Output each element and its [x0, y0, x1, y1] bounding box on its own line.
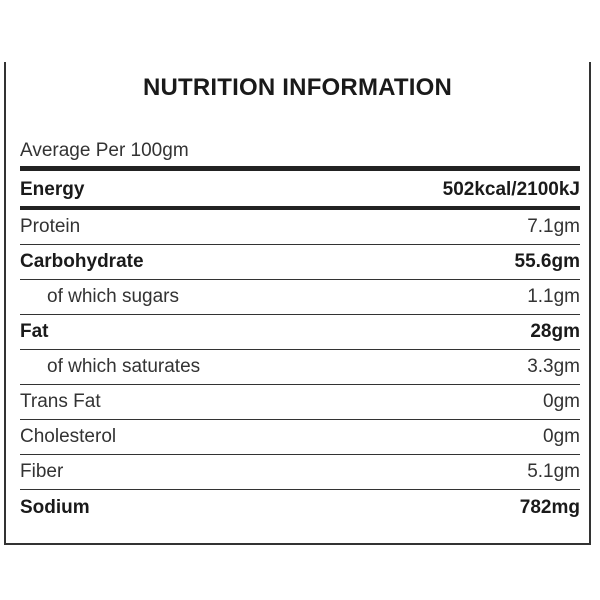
nutrition-panel: NUTRITION INFORMATION Average Per 100gm … — [4, 62, 591, 545]
nutrient-value: 7.1gm — [527, 216, 580, 237]
nutrient-name: Energy — [20, 178, 85, 200]
nutrient-value: 3.3gm — [527, 356, 580, 377]
nutrient-row-carbohydrate: Carbohydrate 55.6gm — [20, 245, 580, 280]
nutrient-value: 28gm — [530, 321, 580, 342]
nutrient-table: Energy 502kcal/2100kJ Protein 7.1gm Carb… — [20, 173, 580, 525]
nutrient-name: Protein — [20, 216, 81, 237]
nutrient-row-cholesterol: Cholesterol 0gm — [20, 420, 580, 455]
nutrient-row-trans-fat: Trans Fat 0gm — [20, 385, 580, 420]
nutrient-name: of which saturates — [47, 356, 201, 377]
nutrient-name: Fat — [20, 321, 49, 342]
nutrient-row-energy: Energy 502kcal/2100kJ — [20, 173, 580, 210]
panel-title: NUTRITION INFORMATION — [142, 74, 453, 101]
nutrient-row-saturates: of which saturates 3.3gm — [20, 350, 580, 385]
nutrient-value: 55.6gm — [514, 251, 580, 272]
nutrient-name: Trans Fat — [20, 391, 101, 412]
nutrient-row-protein: Protein 7.1gm — [20, 210, 580, 245]
nutrient-name: Fiber — [20, 461, 64, 482]
nutrient-row-sugars: of which sugars 1.1gm — [20, 280, 580, 315]
nutrient-name: Sodium — [20, 496, 90, 518]
nutrient-value: 0gm — [543, 391, 580, 412]
nutrient-value: 782mg — [519, 496, 580, 518]
serving-basis-label: Average Per 100gm — [20, 140, 189, 161]
top-thick-divider — [20, 166, 580, 171]
nutrient-row-fat: Fat 28gm — [20, 315, 580, 350]
nutrient-value: 1.1gm — [527, 286, 580, 307]
nutrient-row-sodium: Sodium 782mg — [20, 490, 580, 525]
nutrient-value: 0gm — [543, 426, 580, 447]
nutrient-row-fiber: Fiber 5.1gm — [20, 455, 580, 490]
nutrient-value: 502kcal/2100kJ — [442, 178, 580, 200]
nutrient-name: Carbohydrate — [20, 251, 144, 272]
nutrient-name: of which sugars — [47, 286, 180, 307]
nutrient-name: Cholesterol — [20, 426, 117, 447]
nutrient-value: 5.1gm — [527, 461, 580, 482]
